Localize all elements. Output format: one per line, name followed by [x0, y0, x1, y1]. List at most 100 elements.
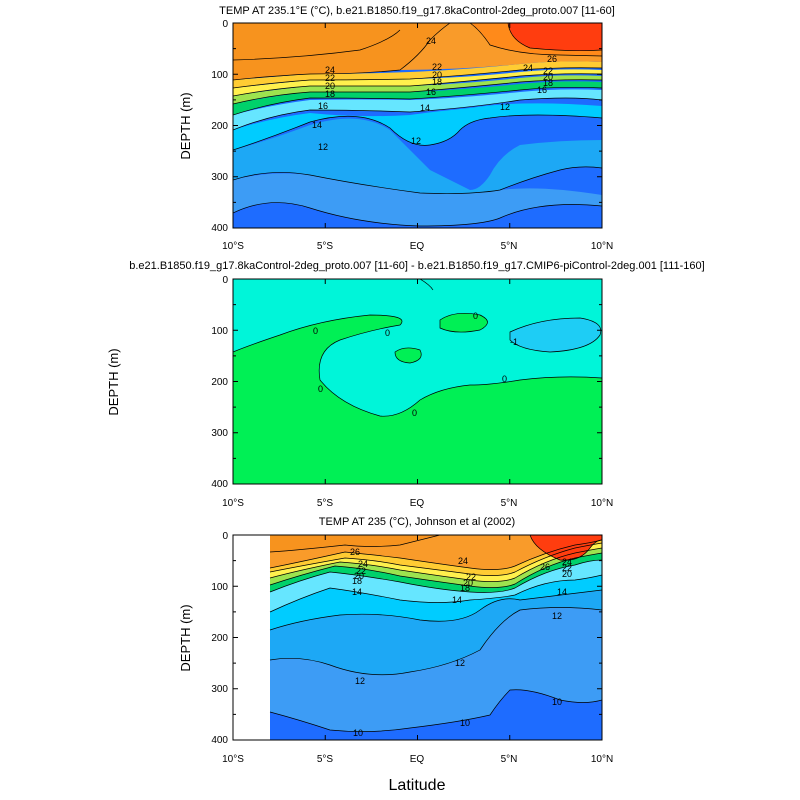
clabel: 26 [547, 54, 557, 64]
ytick: 0 [222, 275, 228, 286]
ytick: 200 [211, 633, 228, 644]
band-p1-20 [233, 69, 602, 96]
clabel: 22 [325, 73, 335, 83]
clabel: 12 [318, 142, 328, 152]
panel-3-contour-labels: 26 24 22 20 18 14 24 22 20 18 14 26 24 2… [350, 547, 572, 738]
x-axis-label: Latitude [389, 777, 446, 794]
band-p1-12 [233, 118, 602, 194]
panel-1-axes: DEPTH (m) 0 100 200 300 400 10°S 5°S EQ … [178, 19, 613, 252]
clabel: 18 [543, 78, 553, 88]
panel-3-title: TEMP AT 235 (°C), Johnson et al (2002) [319, 516, 515, 528]
clabel: 18 [352, 576, 362, 586]
panel-3: TEMP AT 235 (°C), Johnson et al (2002) [178, 516, 613, 794]
clabel: 20 [543, 72, 553, 82]
clabel: 16 [318, 101, 328, 111]
xtick: EQ [410, 498, 425, 509]
panel-2-contour-lines [233, 279, 602, 417]
clabel: 24 [325, 65, 335, 75]
ytick: 200 [211, 121, 228, 132]
clabel: 20 [463, 578, 473, 588]
ytick: 0 [222, 19, 228, 30]
xtick: 5°S [317, 498, 334, 509]
clabel: 22 [356, 566, 366, 576]
panel-2-axes: DEPTH (m) 0 100 200 300 400 10°S 5°S EQ … [106, 275, 613, 509]
ytick: 0 [222, 531, 228, 542]
clabel: 10 [460, 718, 470, 728]
clabel: 0 [313, 326, 318, 336]
band-p1-16 [233, 81, 602, 115]
ytick: 300 [211, 428, 228, 439]
clabel: 24 [523, 63, 533, 73]
xtick: 5°N [501, 241, 518, 252]
xtick: 10°S [222, 498, 244, 509]
clabel: 0 [318, 384, 323, 394]
band-p1-11 [233, 173, 602, 226]
panel-1-contour-lines [233, 23, 602, 227]
clabel: 12 [552, 611, 562, 621]
clabel: 26 [540, 562, 550, 572]
clabel: 22 [432, 62, 442, 72]
clabel: 26 [350, 547, 360, 557]
panel-1-title: TEMP AT 235.1°E (°C), b.e21.B1850.f19_g1… [219, 5, 615, 17]
xtick: 5°N [501, 498, 518, 509]
clabel: 24 [358, 559, 368, 569]
ytick: 100 [211, 70, 228, 81]
ytick: 400 [211, 223, 228, 234]
xtick: 10°S [222, 241, 244, 252]
clabel: 10 [353, 728, 363, 738]
ytick: 300 [211, 172, 228, 183]
band-p1-14 [233, 89, 602, 130]
panel-1-ylabel: DEPTH (m) [178, 92, 193, 159]
xtick: EQ [410, 241, 425, 252]
clabel: 12 [455, 658, 465, 668]
panel-2-filled-contours [233, 279, 602, 484]
clabel: 0 [502, 374, 507, 384]
clabel: 0 [385, 328, 390, 338]
clabel: 12 [500, 102, 510, 112]
panel-3-filled-contours [269, 535, 602, 740]
clabel: 24 [562, 557, 572, 567]
ytick: 300 [211, 684, 228, 695]
panel-3-axes: DEPTH (m) 0 100 200 300 400 10°S 5°S EQ … [178, 531, 613, 794]
clabel: 12 [355, 676, 365, 686]
clabel: 22 [543, 66, 553, 76]
clabel: 18 [460, 583, 470, 593]
band-p2-pos-island-2 [395, 347, 422, 363]
clabel: 14 [557, 587, 567, 597]
band-p1-deep [233, 205, 602, 228]
clabel: 10 [552, 697, 562, 707]
xtick: EQ [410, 754, 425, 765]
ytick: 400 [211, 735, 228, 746]
band-p2-pos-island-1 [440, 313, 488, 333]
band-p1-22 [233, 61, 602, 88]
clabel: 24 [426, 36, 436, 46]
ytick: 100 [211, 582, 228, 593]
clabel: 20 [325, 81, 335, 91]
panel-1-filled-contours [233, 23, 602, 228]
ytick: 100 [211, 326, 228, 337]
clabel: 18 [325, 89, 335, 99]
panel-2-title: b.e21.B1850.f19_g17.8kaControl-2deg_prot… [129, 260, 704, 272]
band-p1-28 [508, 23, 602, 51]
clabel: 16 [426, 87, 436, 97]
xtick: 5°S [317, 754, 334, 765]
band-p2-neg [510, 318, 601, 352]
panel-3-ylabel: DEPTH (m) [178, 604, 193, 671]
clabel: 14 [352, 587, 362, 597]
clabel: 22 [562, 563, 572, 573]
panel-1-contour-labels: 24 22 20 18 16 14 12 24 22 20 18 16 14 1… [312, 36, 557, 152]
band-p1-13 [233, 103, 602, 150]
band-p2-zero [233, 279, 602, 417]
clabel: 0 [412, 408, 417, 418]
clabel: 14 [420, 103, 430, 113]
band-p3-26 [270, 535, 440, 552]
clabel: 20 [562, 569, 572, 579]
clabel: 14 [312, 120, 322, 130]
clabel: 20 [354, 571, 364, 581]
clabel: -1 [510, 337, 518, 347]
xtick: 10°N [591, 241, 613, 252]
xtick: 10°S [222, 754, 244, 765]
clabel: 22 [466, 572, 476, 582]
ytick: 200 [211, 377, 228, 388]
